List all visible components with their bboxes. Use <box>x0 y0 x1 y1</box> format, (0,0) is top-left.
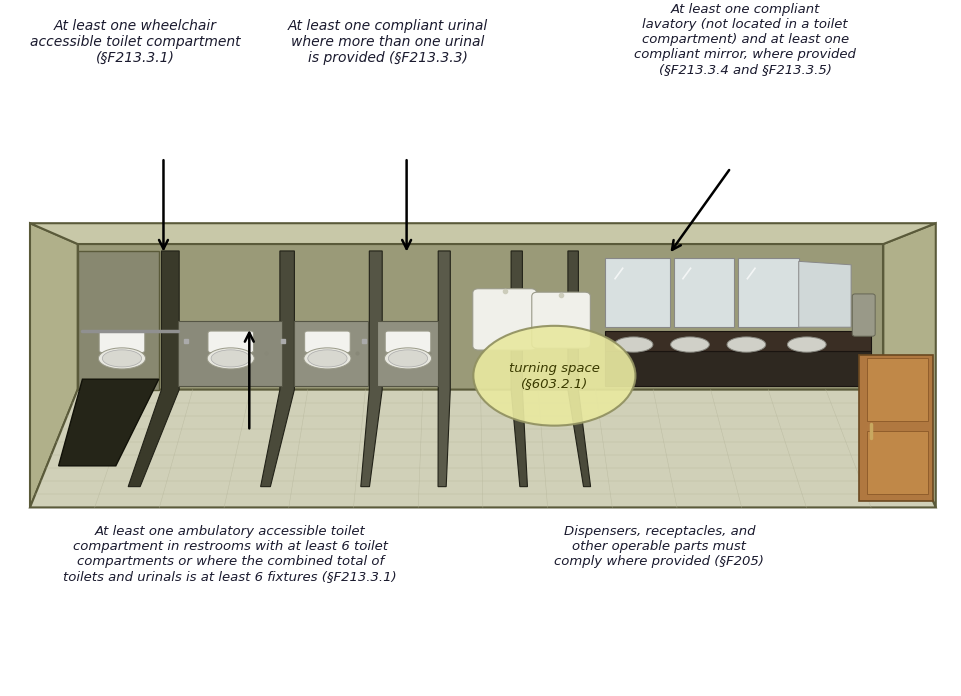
Polygon shape <box>59 379 159 466</box>
FancyBboxPatch shape <box>208 331 254 353</box>
Ellipse shape <box>308 350 347 367</box>
Ellipse shape <box>98 348 145 369</box>
Ellipse shape <box>208 348 255 369</box>
Text: Dispensers, receptacles, and
other operable parts must
comply where provided (§F: Dispensers, receptacles, and other opera… <box>554 525 764 568</box>
FancyBboxPatch shape <box>473 289 536 350</box>
Ellipse shape <box>102 350 141 367</box>
Ellipse shape <box>614 337 653 352</box>
Polygon shape <box>30 223 936 244</box>
Text: At least one compliant
lavatory (not located in a toilet
compartment) and at lea: At least one compliant lavatory (not loc… <box>634 3 856 76</box>
Text: At least one compliant urinal
where more than one urinal
is provided (§F213.3.3): At least one compliant urinal where more… <box>287 19 487 65</box>
Polygon shape <box>605 258 670 327</box>
Ellipse shape <box>388 350 428 367</box>
Polygon shape <box>674 258 734 327</box>
Polygon shape <box>883 223 936 507</box>
Polygon shape <box>605 331 872 351</box>
Polygon shape <box>260 251 294 487</box>
Text: At least one wheelchair
accessible toilet compartment
(§F213.3.1): At least one wheelchair accessible toile… <box>30 19 240 65</box>
Ellipse shape <box>474 326 635 426</box>
Polygon shape <box>867 432 928 493</box>
FancyBboxPatch shape <box>531 292 590 348</box>
Text: turning space
(§603.2.1): turning space (§603.2.1) <box>509 362 600 390</box>
Ellipse shape <box>727 337 766 352</box>
Polygon shape <box>738 258 799 327</box>
FancyBboxPatch shape <box>99 331 145 353</box>
FancyBboxPatch shape <box>305 331 350 353</box>
Polygon shape <box>78 251 159 390</box>
Polygon shape <box>293 321 368 386</box>
Polygon shape <box>511 251 528 487</box>
Polygon shape <box>605 351 872 386</box>
Polygon shape <box>438 251 451 487</box>
Text: At least one ambulatory accessible toilet
compartment in restrooms with at least: At least one ambulatory accessible toile… <box>63 525 397 583</box>
Polygon shape <box>378 321 438 386</box>
FancyBboxPatch shape <box>852 294 875 336</box>
Polygon shape <box>30 223 78 507</box>
Polygon shape <box>78 244 883 390</box>
Ellipse shape <box>384 348 431 369</box>
Polygon shape <box>568 251 591 487</box>
Polygon shape <box>867 358 928 421</box>
Polygon shape <box>799 261 851 327</box>
Polygon shape <box>178 321 282 386</box>
Ellipse shape <box>211 350 251 367</box>
Polygon shape <box>30 390 936 507</box>
Ellipse shape <box>304 348 351 369</box>
Ellipse shape <box>787 337 826 352</box>
Ellipse shape <box>671 337 709 352</box>
Polygon shape <box>128 251 179 487</box>
Polygon shape <box>360 251 382 487</box>
Polygon shape <box>859 355 933 500</box>
FancyBboxPatch shape <box>385 331 431 353</box>
